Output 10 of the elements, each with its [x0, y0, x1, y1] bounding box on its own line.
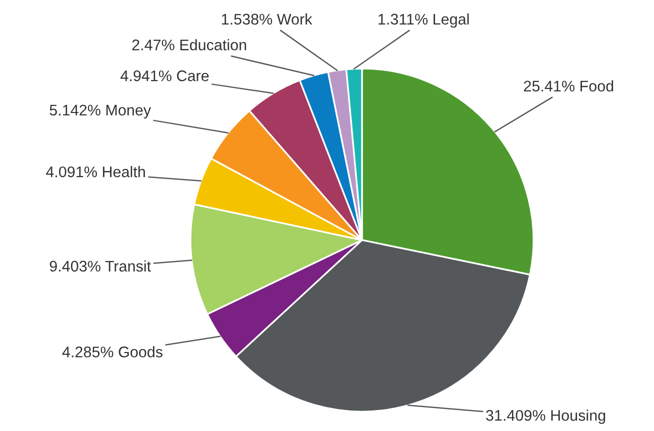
slice-label: 1.311% Legal: [378, 13, 469, 28]
slice-label: 1.538% Work: [222, 13, 312, 25]
slice-label: 31.409% Housing: [486, 410, 606, 424]
slice-label: 2.47% Education: [132, 39, 246, 50]
slice-label: 25.41% Food: [524, 80, 614, 92]
slice-label: 4.941% Care: [120, 70, 209, 82]
slice-label: 4.091% Health: [46, 166, 145, 178]
slice-label: 9.403% Transit: [50, 260, 151, 272]
slice-label: 4.285% Goods: [62, 346, 162, 358]
slice-label: 5.142% Money: [50, 104, 152, 119]
